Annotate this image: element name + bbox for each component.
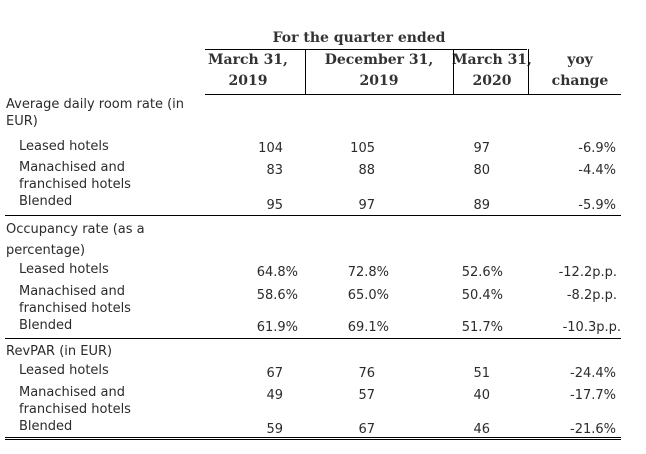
col-header-line: yoy xyxy=(567,52,593,68)
cell-q1-2019: 64.8% xyxy=(256,265,298,280)
cell-yoy: -6.9% xyxy=(578,141,616,156)
row-label-line: Manachised and xyxy=(19,160,125,175)
header-group-underline xyxy=(205,49,527,50)
row-label: Leased hotels xyxy=(19,363,109,378)
cell-q4-2019: 105 xyxy=(350,141,375,156)
cell-q4-2019: 88 xyxy=(358,163,375,178)
section-title-line: percentage) xyxy=(6,243,86,258)
cell-q1-2020: 52.6% xyxy=(461,265,503,280)
cell-q4-2019: 76 xyxy=(358,366,375,381)
row-label: Manachised and franchised hotels xyxy=(19,283,131,317)
cell-yoy: -12.2p.p. xyxy=(558,265,617,280)
cell-q4-2019: 97 xyxy=(358,198,375,213)
section-title-line: Average daily room rate (in xyxy=(6,97,185,112)
cell-q4-2019: 72.8% xyxy=(347,265,389,280)
col-header-line: 2019 xyxy=(359,73,399,89)
col-header-line: 2020 xyxy=(472,73,512,89)
cell-q4-2019: 67 xyxy=(358,422,375,437)
cell-q1-2020: 51.7% xyxy=(461,320,503,335)
cell-q1-2019: 59 xyxy=(266,422,283,437)
cell-yoy: -5.9% xyxy=(578,198,616,213)
section-title: RevPAR (in EUR) xyxy=(6,344,113,359)
cell-q4-2019: 69.1% xyxy=(347,320,389,335)
col-header-line: 2019 xyxy=(228,73,268,89)
col-header-q1-2020: March 31, 2020 xyxy=(452,50,532,92)
cell-q1-2020: 80 xyxy=(473,163,490,178)
cell-q4-2019: 57 xyxy=(358,388,375,403)
cell-q1-2019: 67 xyxy=(266,366,283,381)
cell-q1-2020: 97 xyxy=(473,141,490,156)
header-bottom-rule xyxy=(205,94,621,95)
group-header: For the quarter ended xyxy=(272,30,446,46)
cell-q1-2019: 83 xyxy=(266,163,283,178)
header-divider xyxy=(453,49,454,94)
row-label-line: franchised hotels xyxy=(19,177,131,192)
cell-yoy: -4.4% xyxy=(578,163,616,178)
header-divider xyxy=(305,49,306,94)
cell-yoy: -17.7% xyxy=(570,388,616,403)
cell-yoy: -24.4% xyxy=(570,366,616,381)
row-label-line: franchised hotels xyxy=(19,402,131,417)
col-header-line: December 31, xyxy=(324,52,434,68)
cell-yoy: -8.2p.p. xyxy=(566,288,617,303)
row-label: Manachised and franchised hotels xyxy=(19,159,131,193)
section-title-line: EUR) xyxy=(6,114,38,129)
table-bottom-double-rule xyxy=(5,437,621,440)
section-divider xyxy=(5,338,621,339)
col-header-line: March 31, xyxy=(208,52,288,68)
cell-q1-2019: 49 xyxy=(266,388,283,403)
cell-q1-2020: 40 xyxy=(473,388,490,403)
cell-q1-2019: 95 xyxy=(266,198,283,213)
col-header-q4-2019: December 31, 2019 xyxy=(313,50,445,92)
cell-q1-2020: 50.4% xyxy=(461,288,503,303)
row-label: Leased hotels xyxy=(19,262,109,277)
section-divider xyxy=(5,215,621,216)
cell-q1-2019: 61.9% xyxy=(256,320,298,335)
cell-yoy: -10.3p.p. xyxy=(562,320,621,335)
row-label-line: Manachised and xyxy=(19,385,125,400)
row-label: Blended xyxy=(19,194,73,209)
cell-q1-2019: 104 xyxy=(258,141,283,156)
row-label: Manachised and franchised hotels xyxy=(19,384,131,418)
cell-q4-2019: 65.0% xyxy=(347,288,389,303)
section-title: Average daily room rate (in EUR) xyxy=(6,96,184,130)
section-title: Occupancy rate (as a percentage) xyxy=(6,219,145,261)
row-label: Blended xyxy=(19,419,73,434)
cell-q1-2020: 89 xyxy=(473,198,490,213)
section-title-line: Occupancy rate (as a xyxy=(6,222,145,237)
row-label-line: Manachised and xyxy=(19,284,125,299)
col-header-line: March 31, xyxy=(452,52,532,68)
row-label: Leased hotels xyxy=(19,139,109,154)
col-header-line: change xyxy=(551,73,609,89)
col-header-q1-2019: March 31, 2019 xyxy=(198,50,298,92)
header-divider xyxy=(528,49,529,94)
row-label-line: franchised hotels xyxy=(19,301,131,316)
cell-q1-2020: 51 xyxy=(473,366,490,381)
row-label: Blended xyxy=(19,318,73,333)
col-header-yoy: yoy change xyxy=(535,50,625,92)
cell-q1-2020: 46 xyxy=(473,422,490,437)
cell-q1-2019: 58.6% xyxy=(256,288,298,303)
cell-yoy: -21.6% xyxy=(570,422,616,437)
